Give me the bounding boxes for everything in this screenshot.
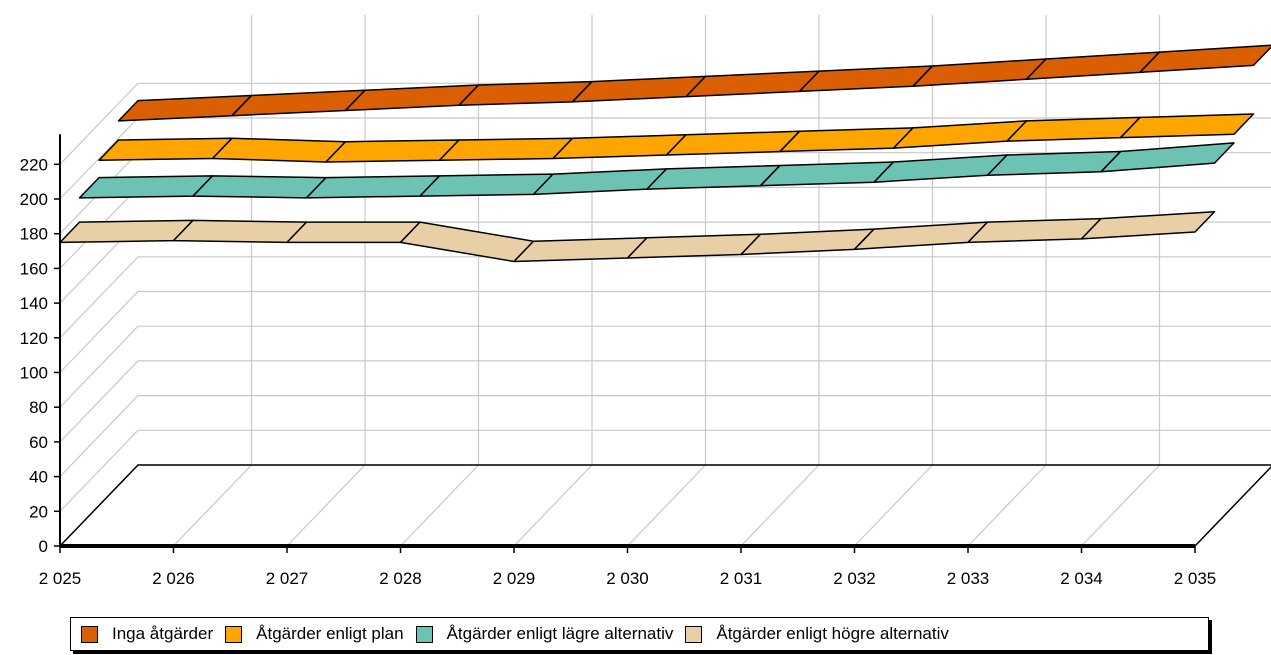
x-tick-label: 2 025 (39, 569, 82, 588)
legend-label: Inga åtgärder (112, 624, 214, 643)
series-segment (873, 154, 1008, 183)
tick-labels: 0 20 40 60 80 100 120 140 160 180 200 220 2 025 2 026… (20, 155, 1217, 588)
gridline-floor (740, 464, 820, 547)
y-tick-label: 80 (29, 398, 48, 417)
series-segment (399, 221, 535, 263)
x-tick-label: 2 033 (947, 569, 990, 588)
y-tick-label: 160 (20, 259, 48, 278)
x-tick-label: 2 032 (833, 569, 876, 588)
gridline-floor (286, 464, 366, 547)
gridline-floor (627, 464, 706, 547)
series-segment (1080, 210, 1216, 240)
x-tick-label: 2 028 (379, 569, 422, 588)
series-segment (78, 175, 214, 199)
series-ribbon (117, 44, 1271, 122)
gridline-floor (400, 464, 479, 547)
series-segment (325, 139, 460, 163)
y-tick-label: 20 (29, 502, 48, 521)
series-segment (305, 175, 441, 199)
gridline-floor (967, 464, 1047, 547)
y-tick-label: 40 (29, 468, 48, 487)
y-tick-label: 120 (20, 329, 48, 348)
series-segment (117, 94, 253, 122)
legend-label: Åtgärder enligt plan (256, 624, 404, 643)
series-ribbons (59, 44, 1271, 263)
series-segment (1100, 142, 1235, 173)
gridline-side (59, 360, 139, 443)
legend-swatch (685, 625, 703, 643)
y-tick-label: 220 (20, 155, 48, 174)
gridline-floor (513, 464, 593, 547)
legend-item: Inga åtgärder (81, 624, 213, 644)
x-tick-label: 2 031 (720, 569, 763, 588)
x-tick-label: 2 034 (1060, 569, 1103, 588)
legend-item: Åtgärder enligt högre alternativ (685, 624, 949, 644)
series-segment (892, 120, 1028, 149)
y-tick-label: 60 (29, 433, 48, 452)
x-tick-label: 2 035 (1174, 569, 1217, 588)
gridline-floor (173, 464, 252, 547)
series-segment (740, 228, 875, 256)
y-tick-label: 180 (20, 225, 48, 244)
y-tick-label: 200 (20, 190, 48, 209)
axes (54, 134, 1271, 553)
y-tick-label: 100 (20, 364, 48, 383)
series-segment (532, 168, 668, 196)
legend-label: Åtgärder enligt högre alternativ (716, 624, 949, 643)
series-segment (172, 219, 308, 244)
series-segment (98, 137, 233, 161)
series-segment (211, 137, 347, 163)
series-segment (853, 221, 989, 251)
gridline-side (59, 291, 139, 373)
legend-label: Åtgärder enligt lägre alternativ (446, 624, 674, 643)
legend-swatch (81, 625, 98, 643)
chart-floor (58, 464, 1271, 547)
x-tick-label: 2 030 (606, 569, 649, 588)
legend: Inga åtgärder Åtgärder enligt plan Åtgär… (70, 617, 1209, 651)
series-segment (286, 221, 421, 244)
y-tick-label: 0 (39, 537, 48, 556)
series-segment (59, 219, 194, 244)
legend-item: Åtgärder enligt plan (225, 624, 404, 644)
legend-swatch (415, 625, 433, 643)
x-tick-label: 2 029 (493, 569, 536, 588)
legend-item: Åtgärder enligt lägre alternativ (415, 624, 674, 644)
legend-swatch (225, 625, 243, 643)
series-ribbon (78, 142, 1235, 199)
gridline-side (59, 325, 139, 408)
series-ribbon (98, 113, 1255, 163)
series-ribbon (59, 210, 1216, 263)
gridline-floor (854, 464, 933, 547)
series-segment (419, 173, 554, 197)
gridline-side (59, 117, 139, 200)
gridline-side (59, 256, 139, 339)
series-segment (1119, 113, 1255, 139)
series-segment (1139, 44, 1271, 74)
y-tick-label: 140 (20, 294, 48, 313)
gridline-floor (1081, 464, 1160, 547)
gridline-side (59, 429, 139, 512)
x-tick-label: 2 027 (266, 569, 309, 588)
series-segment (192, 175, 327, 199)
gridline-side (59, 82, 139, 165)
x-tick-label: 2 026 (152, 569, 195, 588)
series-segment (438, 137, 574, 161)
gridline-side (59, 395, 139, 478)
